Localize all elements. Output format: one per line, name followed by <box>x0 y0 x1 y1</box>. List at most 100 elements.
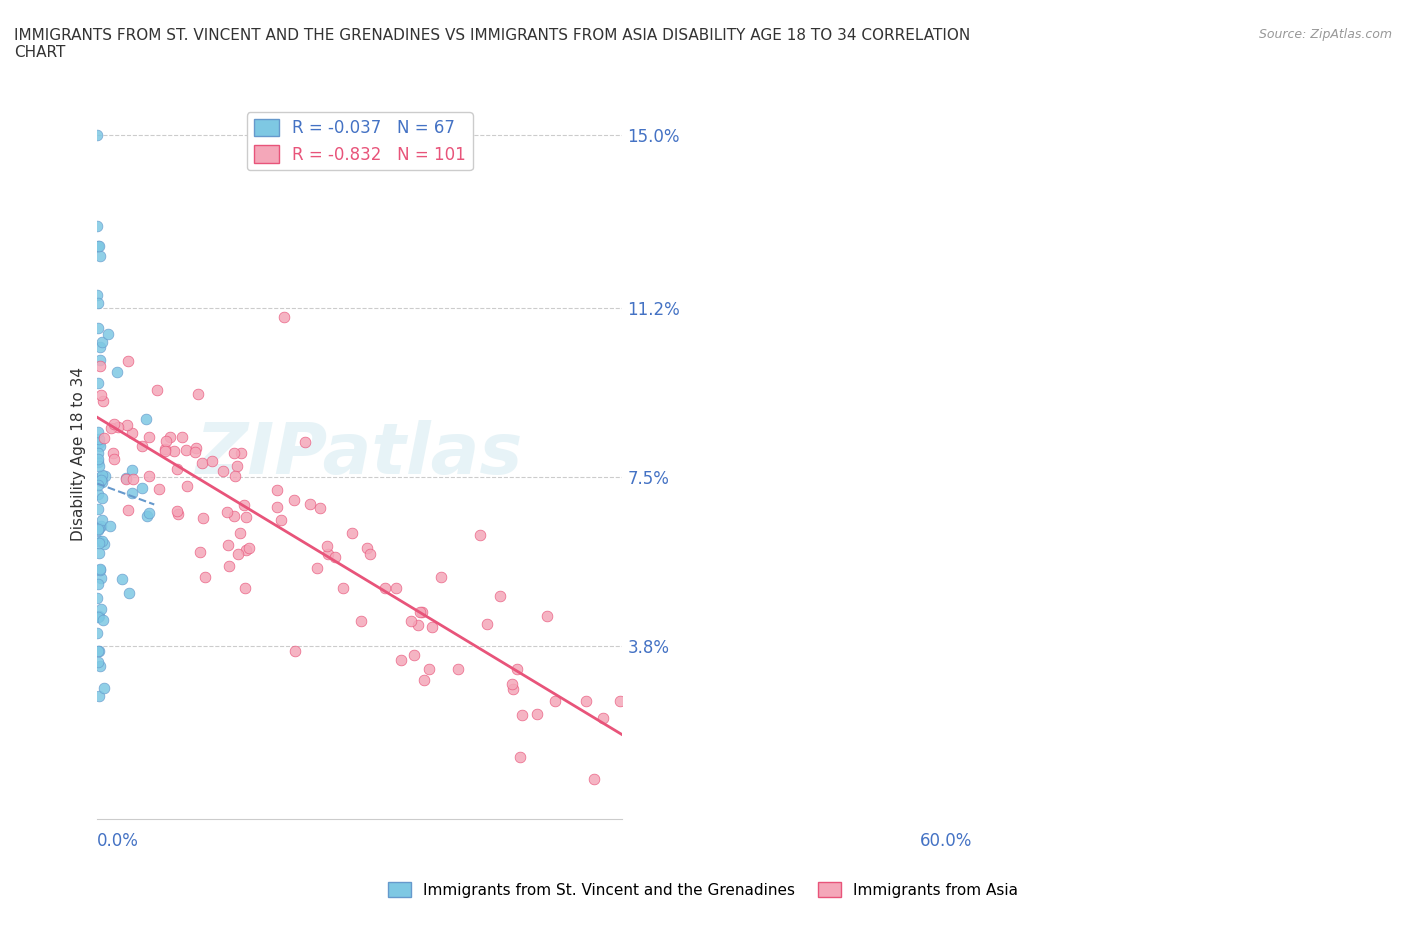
Point <box>86 127 108 142</box>
Point <box>87 376 110 391</box>
Point <box>87 535 110 550</box>
Point <box>121 486 143 501</box>
Point <box>191 456 214 471</box>
Point <box>186 441 208 456</box>
Point <box>90 388 112 403</box>
Point <box>273 310 295 325</box>
Point <box>184 445 207 459</box>
Point <box>89 608 111 623</box>
Point <box>98 518 121 533</box>
Point <box>107 420 129 435</box>
Point <box>87 425 110 440</box>
Point <box>385 581 408 596</box>
Point <box>307 561 329 576</box>
Point <box>430 570 453 585</box>
Point <box>153 444 176 458</box>
Point <box>226 547 249 562</box>
Point <box>93 537 115 551</box>
Point <box>86 296 108 311</box>
Point <box>89 438 111 453</box>
Point <box>526 707 548 722</box>
Y-axis label: Disability Age 18 to 34: Disability Age 18 to 34 <box>72 367 86 541</box>
Point <box>89 249 111 264</box>
Point <box>235 510 257 525</box>
Point <box>90 518 112 533</box>
Point <box>87 445 110 460</box>
Point <box>118 585 141 600</box>
Point <box>87 523 110 538</box>
Point <box>86 577 108 591</box>
Point <box>136 509 159 524</box>
Point <box>411 604 433 619</box>
Text: ZIPatlas: ZIPatlas <box>197 419 523 488</box>
Point <box>93 681 115 696</box>
Point <box>90 602 112 617</box>
Point <box>89 534 111 549</box>
Legend: R = -0.037   N = 67, R = -0.832   N = 101: R = -0.037 N = 67, R = -0.832 N = 101 <box>247 113 472 170</box>
Point <box>86 644 108 658</box>
Point <box>89 562 111 577</box>
Legend: Immigrants from St. Vincent and the Grenadines, Immigrants from Asia: Immigrants from St. Vincent and the Gren… <box>382 875 1024 904</box>
Point <box>93 431 115 445</box>
Point <box>103 417 125 432</box>
Point <box>592 711 614 725</box>
Point <box>412 672 434 687</box>
Point <box>170 430 193 445</box>
Point <box>233 498 256 512</box>
Point <box>166 506 188 521</box>
Text: IMMIGRANTS FROM ST. VINCENT AND THE GRENADINES VS IMMIGRANTS FROM ASIA DISABILIT: IMMIGRANTS FROM ST. VINCENT AND THE GREN… <box>14 28 970 60</box>
Point <box>187 386 209 401</box>
Point <box>217 538 239 552</box>
Point <box>115 472 138 486</box>
Point <box>224 469 246 484</box>
Point <box>509 750 531 764</box>
Point <box>87 455 110 470</box>
Point <box>100 420 122 435</box>
Point <box>87 320 110 335</box>
Point <box>87 655 110 670</box>
Point <box>217 505 239 520</box>
Point <box>87 239 110 254</box>
Point <box>235 542 257 557</box>
Point <box>105 365 128 379</box>
Point <box>91 613 114 628</box>
Point <box>447 661 470 676</box>
Point <box>356 541 378 556</box>
Point <box>583 772 606 787</box>
Point <box>283 493 305 508</box>
Point <box>489 589 512 604</box>
Point <box>89 546 111 561</box>
Point <box>191 511 214 525</box>
Point <box>87 487 110 502</box>
Point <box>228 526 250 541</box>
Point <box>323 550 346 565</box>
Point <box>94 468 117 483</box>
Point <box>90 571 112 586</box>
Point <box>316 546 339 561</box>
Point <box>374 580 396 595</box>
Point <box>87 435 110 450</box>
Point <box>211 464 233 479</box>
Point <box>121 462 143 477</box>
Point <box>89 644 111 658</box>
Point <box>90 512 112 527</box>
Point <box>201 454 224 469</box>
Point <box>97 326 120 341</box>
Point <box>91 393 114 408</box>
Point <box>115 471 138 485</box>
Point <box>359 547 381 562</box>
Point <box>404 647 426 662</box>
Point <box>238 540 260 555</box>
Point <box>315 539 337 554</box>
Point <box>131 438 153 453</box>
Point <box>224 509 246 524</box>
Point <box>121 425 143 440</box>
Point <box>266 499 288 514</box>
Point <box>226 458 249 473</box>
Point <box>89 359 111 374</box>
Point <box>87 239 110 254</box>
Point <box>389 653 412 668</box>
Point <box>138 506 160 521</box>
Point <box>90 472 112 487</box>
Point <box>174 443 197 458</box>
